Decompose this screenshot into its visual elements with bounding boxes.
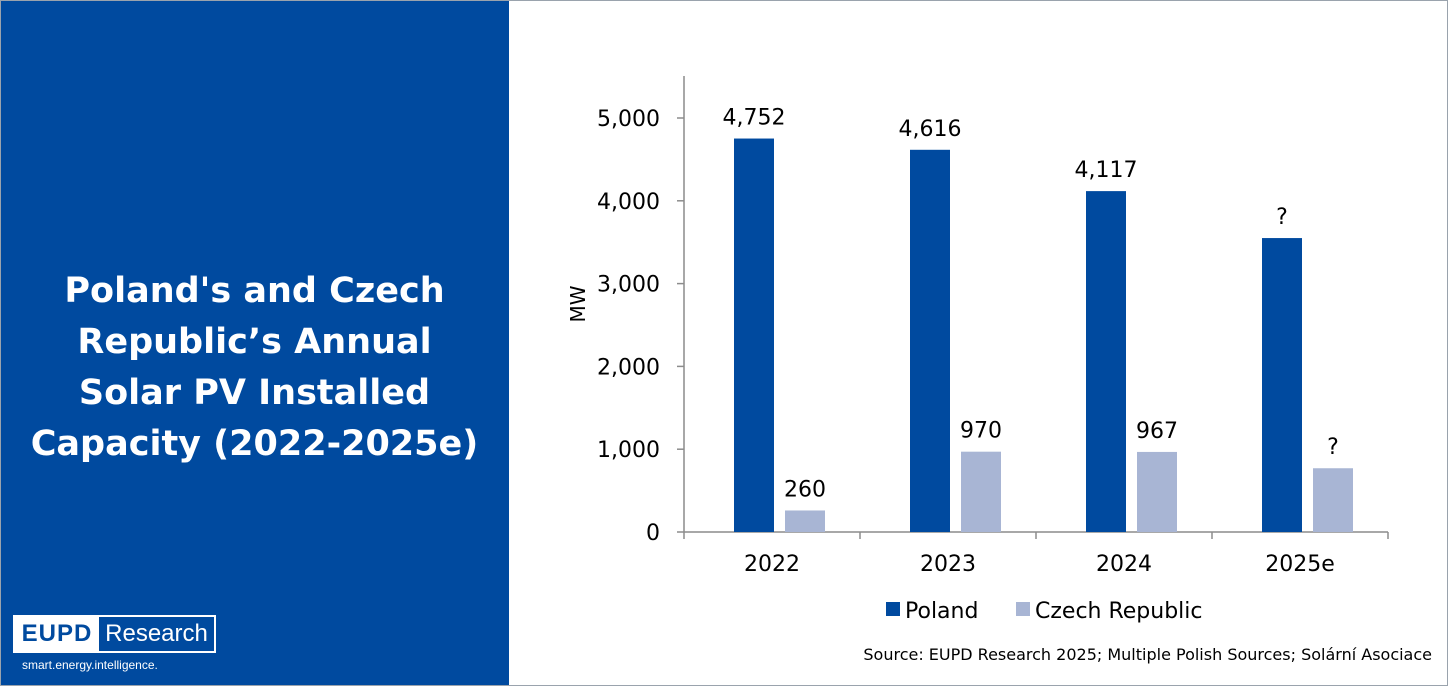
x-tick-label: 2025e [1265, 552, 1335, 577]
data-label-czech-republic: ? [1327, 435, 1339, 460]
data-label-poland: ? [1276, 205, 1288, 230]
bar-czech-republic [1137, 451, 1177, 532]
logo-name: Research [105, 620, 208, 647]
data-label-czech-republic: 970 [960, 419, 1002, 444]
bar-poland [1086, 191, 1126, 532]
y-axis-label: MW [566, 285, 590, 322]
title-line: Poland's and Czech [64, 271, 445, 311]
bar-poland [1262, 238, 1302, 532]
data-label-poland: 4,616 [899, 117, 962, 142]
legend-swatch-czech-republic [1016, 602, 1030, 616]
data-label-poland: 4,752 [723, 106, 786, 131]
title-line: Republic’s Annual [77, 322, 432, 362]
data-label-czech-republic: 260 [784, 477, 826, 502]
legend-label-czech-republic: Czech Republic [1035, 599, 1203, 624]
legend-swatch-poland [886, 602, 900, 616]
y-tick-label: 4,000 [597, 190, 660, 215]
y-tick-label: 3,000 [597, 273, 660, 298]
y-tick-label: 1,000 [597, 438, 660, 463]
data-label-poland: 4,117 [1075, 158, 1138, 183]
title-panel: Poland's and Czech Republic’s Annual Sol… [0, 0, 509, 686]
bar-poland [734, 138, 774, 532]
x-tick-label: 2022 [744, 552, 800, 577]
eupd-logo: EUPD Research [13, 615, 216, 653]
title-line: Capacity (2022-2025e) [30, 424, 479, 464]
legend-label-poland: Poland [905, 599, 978, 624]
y-tick-label: 0 [646, 521, 660, 546]
chart-title: Poland's and Czech Republic’s Annual Sol… [10, 266, 499, 470]
logo-brand: EUPD [15, 617, 99, 651]
y-tick-label: 2,000 [597, 355, 660, 380]
data-label-czech-republic: 967 [1136, 419, 1178, 444]
title-line: Solar PV Installed [78, 373, 431, 413]
bar-czech-republic [785, 510, 825, 532]
x-tick-label: 2023 [920, 552, 976, 577]
source-note: Source: EUPD Research 2025; Multiple Pol… [863, 645, 1432, 664]
logo-tagline: smart.energy.intelligence. [22, 658, 158, 672]
bar-czech-republic [961, 451, 1001, 532]
x-tick-label: 2024 [1096, 552, 1152, 577]
bar-czech-republic [1313, 468, 1353, 532]
bar-poland [910, 149, 950, 532]
y-tick-label: 5,000 [597, 107, 660, 132]
